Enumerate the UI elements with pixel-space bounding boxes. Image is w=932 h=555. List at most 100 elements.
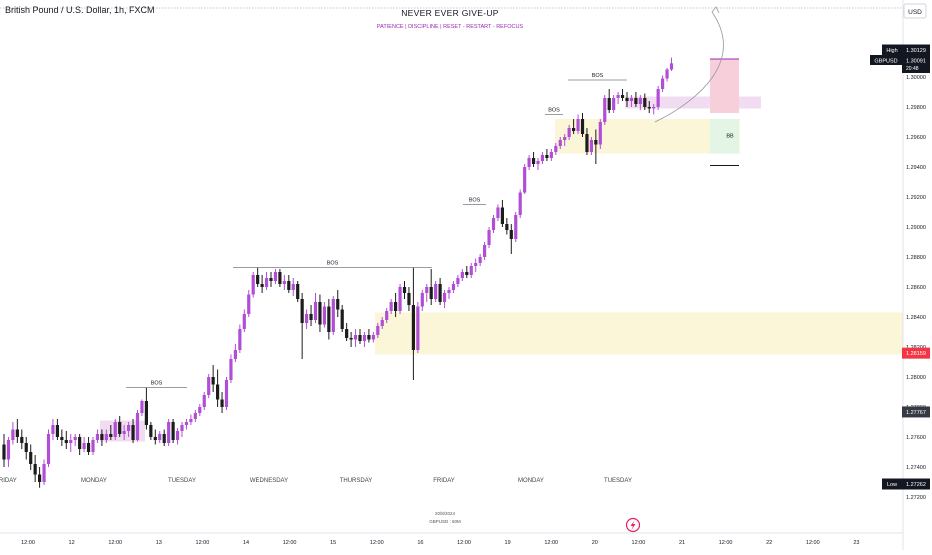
candle-body — [20, 437, 24, 443]
candle-body — [514, 215, 518, 239]
candle-body — [251, 275, 255, 295]
candle-body — [122, 431, 126, 434]
candle-body — [6, 440, 11, 460]
candle-body — [625, 98, 629, 101]
price-tick-label: 1.28800 — [906, 255, 926, 261]
candle-body — [451, 284, 456, 290]
candle-body — [242, 314, 246, 329]
low-value: 1.27262 — [906, 482, 926, 488]
price-axis[interactable]: 1.302001.300001.298001.296001.294001.292… — [906, 45, 926, 501]
candle-body — [469, 266, 473, 275]
price-tick-label: 1.28600 — [906, 285, 926, 291]
candle-body — [198, 407, 202, 413]
candle-body — [603, 98, 607, 122]
price-tick-label: 1.29600 — [906, 135, 926, 141]
candle-body — [385, 311, 389, 320]
candle-body — [220, 399, 224, 407]
candle-body — [2, 444, 6, 460]
high-tag: High — [886, 48, 897, 54]
candle-body — [629, 98, 634, 101]
time-tick-label: 12:00 — [370, 540, 384, 546]
time-tick-label: 22 — [766, 540, 772, 546]
time-tick-label: 12:00 — [457, 540, 471, 546]
candle-body — [345, 329, 349, 338]
candle-body — [531, 158, 536, 164]
candle-body — [491, 218, 496, 230]
candle-body — [273, 272, 278, 281]
candle-body — [69, 440, 73, 443]
candle-body — [536, 161, 540, 164]
candle-body — [269, 278, 273, 281]
candle-body — [313, 302, 318, 320]
grey-line-price-value: 1.27767 — [906, 410, 926, 416]
time-tick-label: 13 — [156, 540, 162, 546]
bos-label: BOS — [469, 198, 481, 204]
candle-body — [349, 338, 353, 340]
currency-button[interactable] — [903, 3, 927, 19]
time-tick-label: 12:00 — [21, 540, 35, 546]
candle-body — [447, 290, 451, 293]
lightning-icon[interactable] — [625, 517, 641, 533]
candle-body — [118, 422, 122, 434]
candle-body — [282, 281, 286, 284]
candle-body — [478, 257, 482, 263]
candle-body — [411, 305, 415, 350]
symbol-title[interactable]: British Pound / U.S. Dollar, 1h, FXCM — [5, 5, 155, 15]
candle-body — [496, 207, 500, 218]
candle-body — [184, 422, 189, 425]
candle-body — [153, 437, 157, 440]
motto-subtitle: PATIENCE | DISCIPLINE | RESET - RESTART … — [377, 24, 524, 30]
time-tick-label: 12 — [69, 540, 75, 546]
candle-body — [340, 309, 344, 329]
candle-body — [425, 287, 429, 293]
candle-body — [162, 434, 166, 443]
candle-body — [336, 299, 340, 310]
projection-arrow-head — [711, 6, 720, 14]
candle-body — [376, 326, 380, 335]
time-tick-label: 19 — [505, 540, 511, 546]
low-box — [902, 478, 930, 490]
day-label: TUESDAY — [604, 478, 632, 484]
time-tick-label: 20 — [592, 540, 598, 546]
candle-body — [661, 78, 665, 89]
bos-label: BOS — [327, 261, 339, 267]
candle-body — [104, 434, 108, 440]
candles-layer — [2, 57, 674, 488]
bos-label: BOS — [548, 108, 560, 114]
candle-body — [144, 401, 148, 425]
time-tick-label: 15 — [330, 540, 336, 546]
candle-body — [616, 95, 620, 98]
candle-body — [256, 275, 260, 284]
candle-body — [620, 95, 625, 98]
time-axis[interactable]: 12:00 12 12:00 13 12:00 14 12:00 15 12:00 16 12:00… — [21, 540, 859, 546]
candle-body — [158, 434, 162, 440]
day-label: WEDNESDAY — [250, 478, 288, 484]
red-line-price-box — [902, 347, 930, 359]
candle-body — [202, 395, 206, 407]
motto-title: NEVER EVER GIVE-UP — [401, 8, 499, 18]
candle-body — [394, 302, 398, 311]
candle-body — [78, 437, 82, 449]
candle-body — [73, 437, 77, 440]
candle-body — [135, 413, 140, 440]
candle-body — [309, 314, 313, 320]
candle-body — [465, 272, 469, 275]
candle-body — [233, 350, 237, 359]
candle-body — [211, 377, 215, 385]
candle-body — [580, 119, 585, 134]
candle-body — [229, 359, 233, 380]
high-tag-box — [882, 44, 902, 56]
candle-body — [224, 380, 229, 407]
candle-body — [33, 464, 37, 475]
candle-body — [371, 335, 375, 340]
candle-body — [100, 434, 104, 440]
candle-body — [46, 434, 51, 464]
candle-body — [558, 140, 562, 146]
symbol-tag-box — [870, 55, 902, 65]
day-label: FRIDAY — [0, 478, 17, 484]
candle-body — [11, 429, 15, 440]
candle-body — [527, 158, 531, 167]
